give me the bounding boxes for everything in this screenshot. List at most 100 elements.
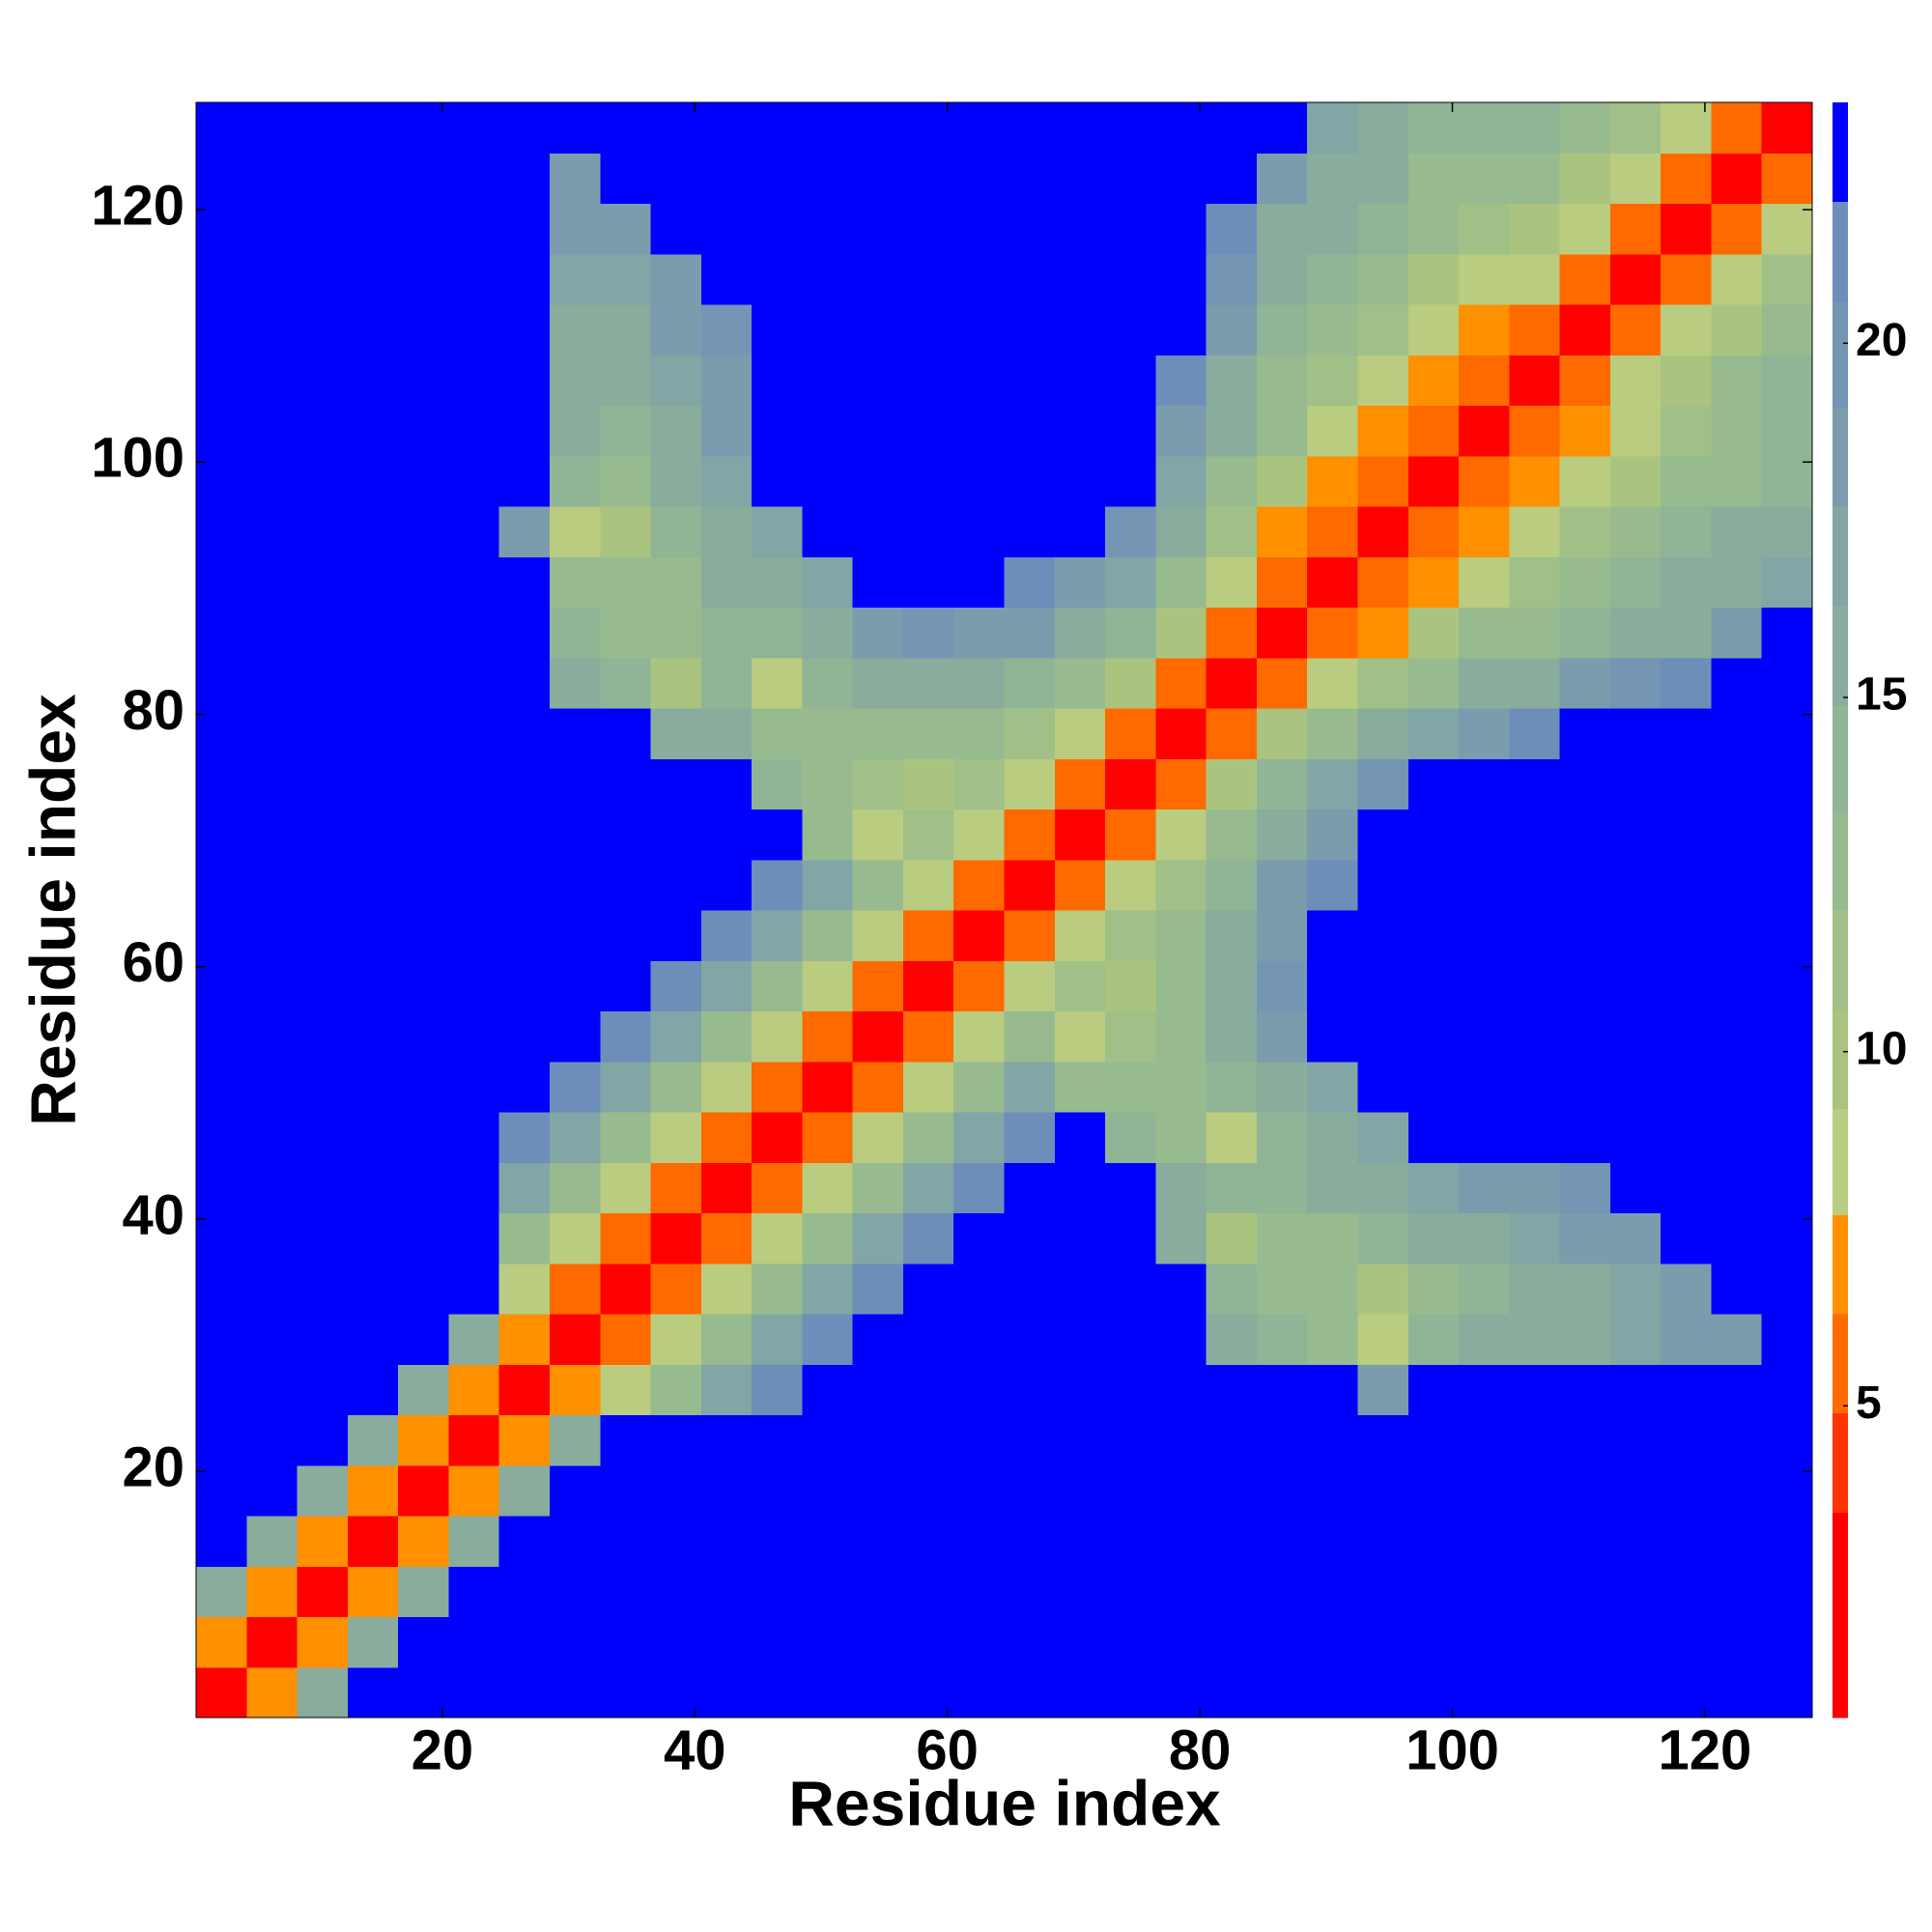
cell [700,1314,753,1365]
cell [1155,506,1208,557]
cell [752,506,803,557]
cell [1459,1112,1510,1163]
cell [1256,1566,1308,1617]
cell [1256,102,1308,154]
cell [1711,1666,1763,1719]
cell [1407,1061,1460,1113]
cell [1711,1616,1763,1668]
cell [953,1263,1005,1315]
cell [1711,607,1763,659]
cell [600,203,652,255]
cell [650,1061,702,1113]
y-tick-label: 60 [122,931,185,994]
cell [802,1112,854,1163]
cell [752,1010,803,1063]
cell [1155,809,1208,861]
cell [1155,1314,1208,1365]
cell [196,1212,247,1264]
cell [1407,556,1460,608]
cell [1609,1464,1662,1517]
cell [1661,405,1712,457]
cell [802,960,854,1011]
cell [852,1061,904,1113]
cell [196,556,247,608]
cell [196,203,247,255]
cell [1054,203,1106,255]
cell [347,203,399,255]
cell [1054,960,1106,1011]
cell [246,1314,298,1365]
cell [1509,1516,1561,1567]
cell [1559,960,1611,1011]
colorbar-segment [1833,1412,1848,1513]
cell [902,355,954,406]
cell [1206,1314,1258,1365]
cell [1661,506,1712,557]
cell [802,153,854,204]
cell [1256,910,1308,961]
cell [1206,1516,1258,1567]
cell [650,758,702,810]
cell [297,1112,349,1163]
cell [700,1364,753,1415]
cell [1256,1516,1308,1567]
cell [347,405,399,457]
cell [600,506,652,557]
cell [1559,102,1611,154]
cell [1155,1162,1208,1213]
cell [1357,1414,1409,1466]
cell [1054,758,1106,810]
cell [1307,1212,1358,1264]
cell [398,405,449,457]
cell [1609,910,1662,961]
cell [1661,708,1712,759]
cell [1661,203,1712,255]
cell [196,506,247,557]
cell [1559,1566,1611,1617]
cell [752,758,803,810]
cell [902,1414,954,1466]
cell [1559,1516,1611,1567]
cell [297,1616,349,1668]
cell [700,1464,753,1517]
cell [1307,153,1358,204]
cell [1004,1464,1056,1517]
cell [1711,1414,1763,1466]
cell [802,253,854,305]
cell [600,1464,652,1517]
cell [1256,809,1308,861]
cell [1307,355,1358,406]
cell [1509,1566,1561,1617]
cell [347,910,399,961]
cell [953,809,1005,861]
cell [600,960,652,1011]
cell [902,1010,954,1063]
cell [1357,1212,1409,1264]
cell [297,960,349,1011]
plot-frame [195,101,1813,1719]
cell [752,1314,803,1365]
cell [1509,1414,1561,1466]
cell [297,607,349,659]
cell [1105,809,1156,861]
cell [1761,859,1813,911]
cell [1256,355,1308,406]
cell [852,1112,904,1163]
cell [1105,1112,1156,1163]
cell [1559,1010,1611,1063]
cell [1407,1616,1460,1668]
cell [1407,910,1460,961]
cell [549,1414,601,1466]
cell [752,1162,803,1213]
cell [398,506,449,557]
cell [1609,708,1662,759]
cell [347,859,399,911]
cell [953,1516,1005,1567]
cell [1559,1314,1611,1365]
cell [752,910,803,961]
cell [1761,253,1813,305]
cell [650,556,702,608]
cell [1357,657,1409,709]
cell [852,203,904,255]
cell [1206,203,1258,255]
